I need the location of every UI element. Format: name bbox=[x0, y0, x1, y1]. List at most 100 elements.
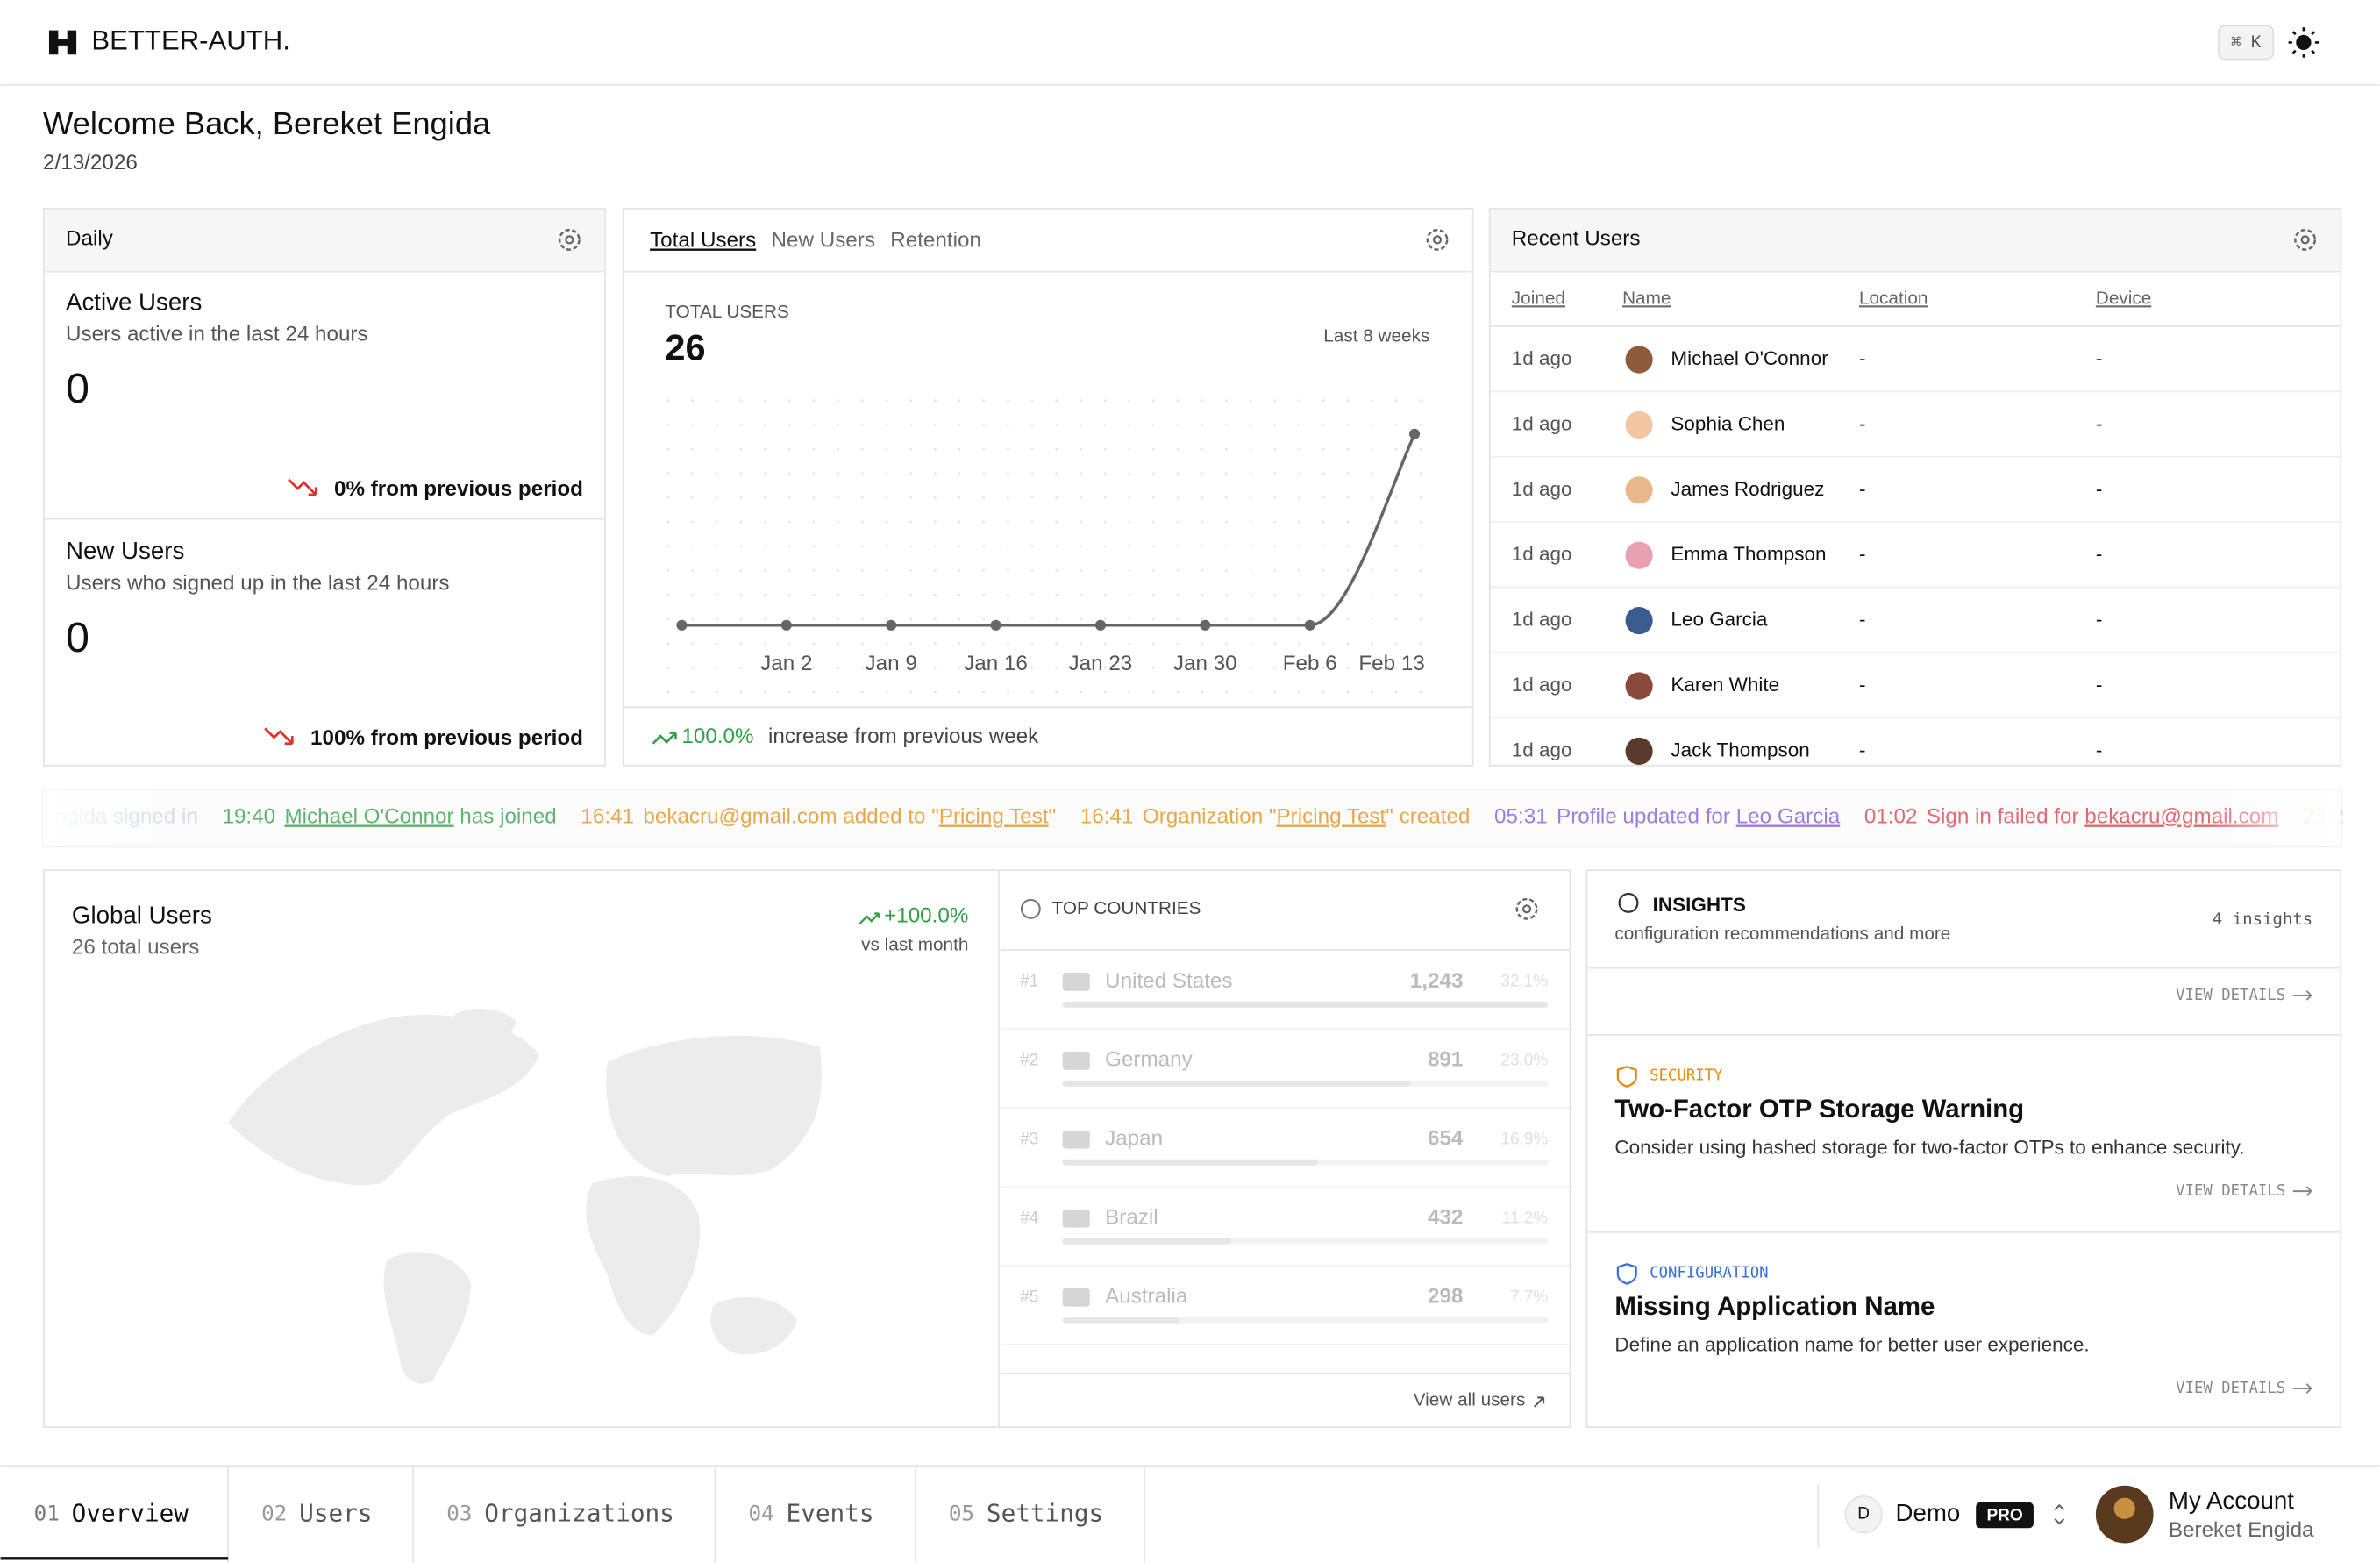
insights-panel bbox=[1585, 869, 2342, 1429]
nav-tab-label[interactable]: Users bbox=[299, 1499, 372, 1528]
line-series bbox=[681, 433, 1416, 627]
card-title: Active Users bbox=[66, 288, 202, 315]
chart-tab[interactable]: Retention bbox=[890, 228, 981, 252]
gear-outer bbox=[1515, 897, 1538, 920]
account-label[interactable]: My Account bbox=[2169, 1487, 2294, 1514]
x-tick-label: Jan 30 bbox=[1173, 652, 1237, 675]
gear-outer bbox=[558, 228, 581, 251]
nav-tab-number[interactable]: 02 bbox=[261, 1502, 287, 1526]
nav-tab[interactable]: 04 Events bbox=[749, 1499, 874, 1528]
data-point bbox=[1304, 619, 1315, 631]
chevron-icon bbox=[2054, 1503, 2065, 1525]
ticker-before: Sign in failed for bbox=[1927, 805, 2084, 829]
nav-tab-number[interactable]: 04 bbox=[749, 1502, 774, 1526]
sun-ray bbox=[2311, 49, 2316, 54]
arrow-icon bbox=[2292, 1186, 2312, 1196]
nav-tab-label[interactable]: Organizations bbox=[484, 1499, 674, 1528]
view-all-link[interactable]: View all users bbox=[1414, 1389, 1526, 1410]
range-label: Last 8 weeks bbox=[1323, 326, 1429, 346]
country-share: 32.1% bbox=[1500, 972, 1548, 990]
tag-icon bbox=[1616, 1262, 1637, 1285]
ticker-after: has joined bbox=[454, 805, 557, 829]
panel-subtitle: 26 total users bbox=[72, 936, 199, 960]
country-name: Japan bbox=[1105, 1127, 1163, 1151]
settings-button[interactable] bbox=[2294, 228, 2317, 251]
card-change: 0% from previous period bbox=[334, 477, 583, 501]
globe-icon bbox=[1020, 898, 1041, 919]
country-share: 16.9% bbox=[1500, 1130, 1548, 1148]
panel-title: Global Users bbox=[72, 901, 212, 928]
settings-button[interactable] bbox=[1515, 897, 1538, 920]
stat-label: TOTAL USERS bbox=[665, 302, 788, 322]
country-users: 654 bbox=[1428, 1127, 1464, 1151]
insight-text: Consider using hashed storage for two-fa… bbox=[1614, 1137, 2244, 1159]
ticker-before: Profile updated for bbox=[1557, 805, 1736, 829]
table-cell: Emma Thompson bbox=[1671, 543, 1826, 565]
insight-text: Define an application name for better us… bbox=[1614, 1334, 2089, 1356]
map-south-america bbox=[383, 1252, 471, 1384]
theme-toggle[interactable] bbox=[2296, 34, 2312, 51]
view-details[interactable]: VIEW DETAILS bbox=[2176, 987, 2285, 1004]
settings-button[interactable] bbox=[558, 228, 581, 251]
view-details[interactable]: VIEW DETAILS bbox=[2176, 1182, 2285, 1200]
data-point bbox=[676, 619, 688, 631]
trend-up-icon bbox=[652, 732, 677, 745]
change-note: vs last month bbox=[861, 934, 968, 954]
data-point bbox=[1408, 428, 1421, 439]
ticker-after: " bbox=[1049, 805, 1057, 829]
avatar bbox=[1625, 541, 1653, 569]
org-avatar bbox=[1844, 1495, 1883, 1534]
nav-tab-number[interactable]: 01 bbox=[34, 1502, 60, 1526]
country-users: 432 bbox=[1428, 1206, 1463, 1230]
nav-tab-label[interactable]: Events bbox=[787, 1499, 874, 1528]
country-name: Australia bbox=[1105, 1285, 1188, 1309]
chart-tab[interactable]: Total Users bbox=[650, 228, 756, 252]
welcome-date: 2/13/2026 bbox=[43, 151, 138, 175]
daily-panel bbox=[43, 208, 606, 767]
avatar bbox=[1625, 672, 1653, 700]
table-cell: James Rodriguez bbox=[1671, 478, 1824, 500]
country-bar bbox=[1062, 1159, 1318, 1166]
settings-button[interactable] bbox=[1426, 228, 1449, 251]
gear-outer bbox=[1426, 228, 1449, 251]
gear-inner bbox=[1521, 904, 1532, 914]
logo bbox=[48, 30, 77, 55]
nav-tab[interactable]: 05 Settings bbox=[949, 1499, 1103, 1528]
table-cell: 1d ago bbox=[1512, 609, 1572, 631]
nav-tab-label[interactable]: Overview bbox=[72, 1499, 189, 1528]
table-cell: - bbox=[2096, 478, 2103, 500]
ticker-link: Pricing Test bbox=[939, 805, 1049, 829]
column-header[interactable]: Location bbox=[1859, 288, 1928, 308]
nav-tab-label[interactable]: Settings bbox=[987, 1499, 1103, 1528]
plan-badge bbox=[1976, 1502, 2034, 1529]
country-share: 23.0% bbox=[1500, 1051, 1548, 1069]
map-eurasia bbox=[606, 1035, 823, 1176]
gear-inner bbox=[1432, 235, 1443, 245]
nav-tab-number[interactable]: 05 bbox=[949, 1502, 974, 1526]
nav-tab[interactable]: 02 Users bbox=[261, 1499, 372, 1528]
ticker-before: Organization " bbox=[1143, 805, 1277, 829]
chart-tab[interactable]: New Users bbox=[772, 228, 875, 252]
x-tick-label: Jan 23 bbox=[1069, 652, 1133, 675]
insights-count: 4 insights bbox=[2213, 910, 2312, 929]
insight-tag: SECURITY bbox=[1650, 1067, 1723, 1085]
table-cell: - bbox=[1859, 543, 1865, 565]
insight-tag: CONFIGURATION bbox=[1650, 1265, 1768, 1282]
avatar bbox=[1625, 410, 1653, 439]
column-header[interactable]: Device bbox=[2096, 288, 2151, 308]
nav-tab[interactable]: 01 Overview bbox=[34, 1499, 189, 1528]
flag bbox=[1062, 1051, 1090, 1070]
view-details[interactable]: VIEW DETAILS bbox=[2176, 1380, 2285, 1397]
nav-tab[interactable]: 03 Organizations bbox=[446, 1499, 674, 1528]
x-tick-label: Feb 6 bbox=[1283, 652, 1337, 675]
gear-inner bbox=[2300, 235, 2310, 245]
flag bbox=[1062, 1288, 1090, 1307]
x-tick-label: Feb 13 bbox=[1358, 652, 1424, 675]
nav-tab-number[interactable]: 03 bbox=[446, 1502, 472, 1526]
org-name[interactable]: Demo bbox=[1895, 1499, 1960, 1526]
column-header[interactable]: Name bbox=[1622, 288, 1671, 308]
column-header[interactable]: Joined bbox=[1512, 288, 1565, 308]
bulb-icon bbox=[1618, 892, 1639, 913]
